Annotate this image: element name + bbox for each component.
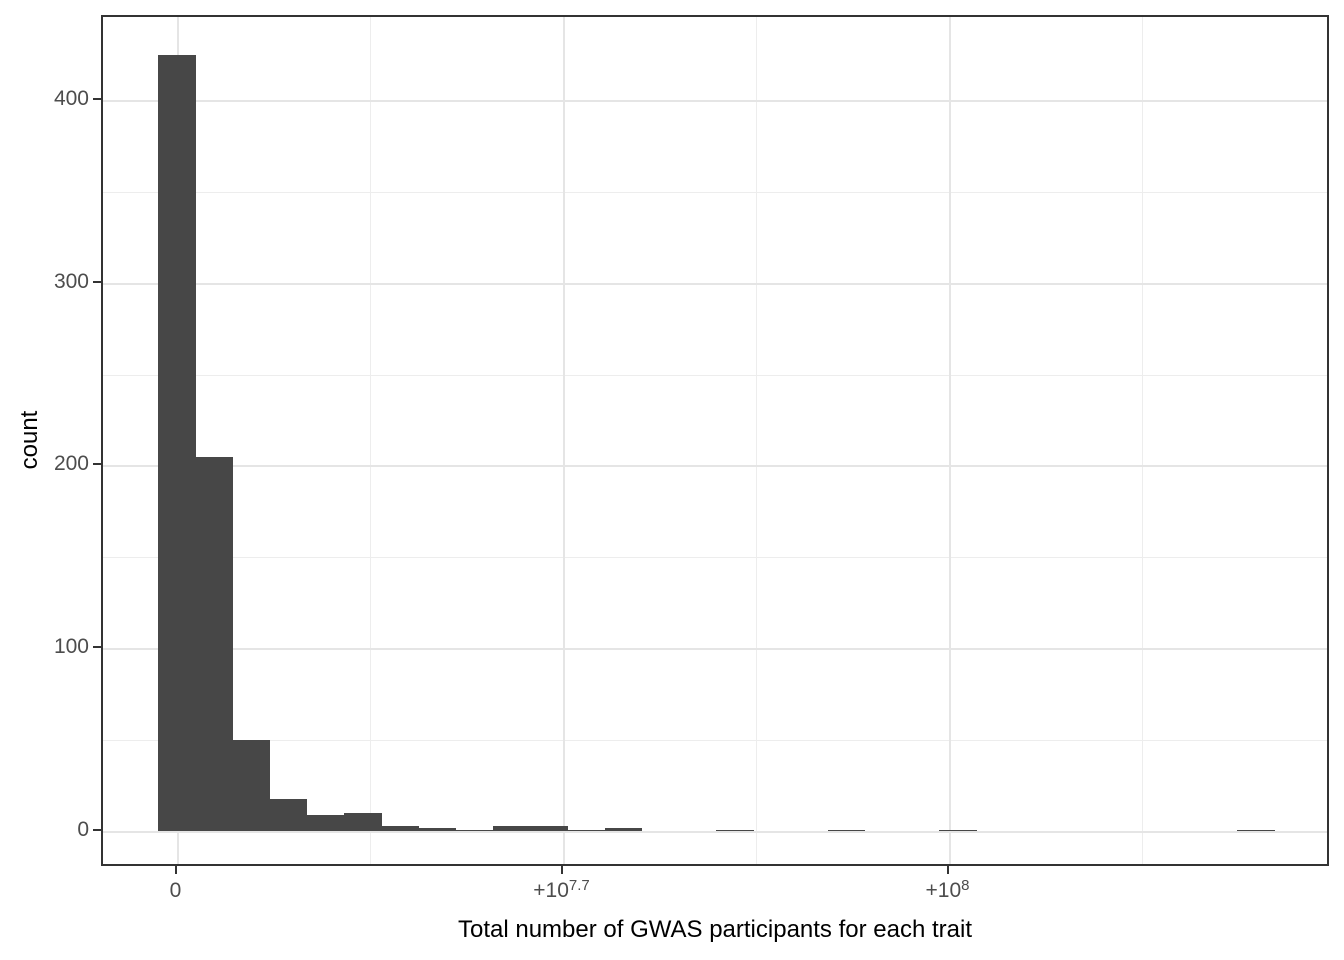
histogram-bar (567, 829, 605, 832)
y-tick-mark (93, 98, 101, 101)
y-tick-label: 0 (77, 817, 89, 841)
histogram-bar (158, 55, 196, 832)
histogram-bar (455, 829, 494, 832)
y-tick-label: 200 (53, 452, 89, 476)
x-tick-label: +107.7 (462, 878, 662, 904)
histogram-bar (232, 740, 271, 832)
y-tick-mark (93, 280, 101, 283)
x-minor-gridline (1142, 17, 1143, 864)
histogram-bar (418, 827, 457, 832)
histogram-bar (827, 829, 866, 832)
histogram-bar (1237, 829, 1275, 832)
x-tick-mark (560, 866, 563, 874)
histogram-bar (307, 815, 345, 832)
y-tick-mark (93, 645, 101, 648)
x-tick-mark (174, 866, 177, 874)
y-major-gridline (103, 465, 1327, 468)
y-minor-gridline (103, 739, 1327, 741)
x-axis-title: Total number of GWAS participants for ea… (458, 916, 972, 943)
y-axis-title: count (16, 410, 43, 470)
y-tick-mark (93, 828, 101, 831)
x-tick-exponent: 7.7 (568, 877, 590, 894)
y-tick-label: 300 (53, 269, 89, 293)
histogram-bar (381, 826, 419, 832)
x-minor-gridline (370, 17, 371, 864)
x-minor-gridline (756, 17, 757, 864)
x-tick-base: +10 (925, 879, 962, 902)
x-tick-mark (946, 866, 949, 874)
x-tick-exponent: 8 (961, 877, 970, 894)
x-major-gridline (948, 17, 951, 864)
x-tick-label: 0 (76, 878, 276, 904)
histogram-bar (939, 829, 977, 832)
histogram-bar (530, 826, 568, 832)
histogram-bar (604, 827, 643, 832)
y-minor-gridline (103, 557, 1327, 559)
x-tick-label: +108 (848, 878, 1048, 904)
histogram-bar (344, 813, 382, 832)
histogram-bar (195, 457, 233, 832)
y-tick-mark (93, 463, 101, 466)
y-minor-gridline (103, 191, 1327, 193)
x-tick-base: +10 (533, 879, 569, 902)
y-tick-label: 100 (53, 634, 89, 658)
x-tick-base: 0 (169, 879, 182, 902)
y-major-gridline (103, 647, 1327, 650)
y-major-gridline (103, 282, 1327, 285)
plot-panel (101, 15, 1329, 866)
y-tick-label: 400 (53, 87, 89, 111)
histogram-bar (269, 798, 308, 832)
x-major-gridline (562, 17, 565, 864)
y-major-gridline (103, 100, 1327, 103)
y-minor-gridline (103, 374, 1327, 376)
histogram-bar (716, 829, 754, 832)
y-major-gridline (103, 830, 1327, 833)
histogram-bar (493, 826, 531, 832)
